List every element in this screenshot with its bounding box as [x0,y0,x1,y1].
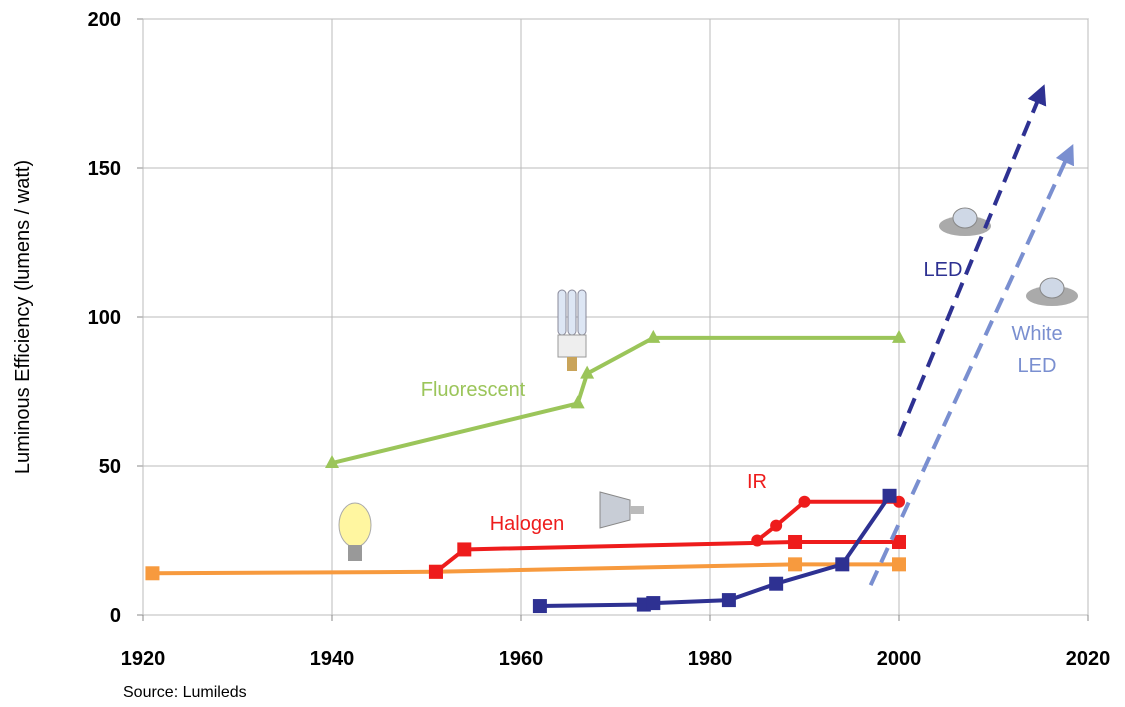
y-axis-label: Luminous Efficiency (lumens / watt) [12,160,34,474]
marker [788,557,802,571]
x-tick-label: 1980 [688,648,733,670]
series-label: IR [727,466,787,498]
series-label: Fluorescent [373,374,573,406]
y-tick-label: 50 [99,456,121,478]
x-tick-label: 2000 [877,648,922,670]
chart: 0 50 100 150 200 1920 1940 1960 1980 2000 2020 Lumi… [0,0,1125,707]
marker [835,557,849,571]
marker [892,557,906,571]
series-label: LED [903,254,983,286]
series-label: Halogen [452,508,602,540]
x-tick-label: 1920 [121,648,166,670]
bulb-icon [339,503,371,561]
led-icon [939,208,991,236]
marker [533,599,547,613]
y-tick-label: 200 [88,9,121,31]
source-note: Source: Lumileds [123,684,247,701]
marker [770,520,782,532]
series-line [152,564,899,573]
series [145,557,906,580]
marker [751,535,763,547]
x-tick-label: 2020 [1066,648,1111,670]
x-tick-label: 1940 [310,648,355,670]
marker [769,577,783,591]
y-tick-label: 150 [88,158,121,180]
marker [646,596,660,610]
y-tick-label: 0 [110,605,121,627]
x-tick-label: 1960 [499,648,544,670]
series-label: White LED [1007,318,1067,382]
led-icon [1026,278,1078,306]
marker [722,593,736,607]
page: 0 50 100 150 200 1920 1940 1960 1980 2000 2020 Lumi… [0,0,1125,707]
marker [457,542,471,556]
marker [788,535,802,549]
halogen-icon [600,492,644,528]
marker [429,565,443,579]
marker [145,566,159,580]
cfl-icon [558,290,586,371]
marker [883,489,897,503]
marker [799,496,811,508]
y-tick-label: 100 [88,307,121,329]
